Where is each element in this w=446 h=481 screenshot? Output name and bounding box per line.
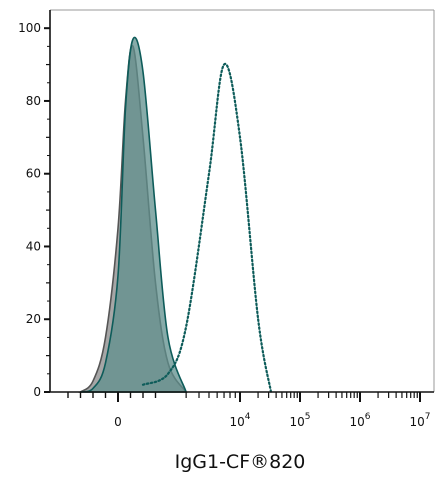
x-tick-label: 104 — [229, 412, 250, 429]
histogram-series-3 — [141, 62, 273, 394]
series-layer — [78, 36, 273, 394]
y-tick-label: 20 — [26, 312, 41, 326]
axis-layer: 0 20 40 60 80 100 0 104 105 106 107 — [18, 10, 434, 429]
y-tick-label: 40 — [26, 239, 41, 253]
plot-frame — [50, 9, 435, 392]
x-axis-label: IgG1-CF®820 — [175, 451, 306, 473]
x-tick-label: 0 — [114, 415, 122, 429]
y-tick-label: 80 — [26, 94, 41, 108]
x-tick-label: 105 — [289, 412, 310, 429]
histogram-series-2 — [80, 36, 188, 393]
x-tick-label: 106 — [349, 412, 370, 429]
y-tick-label: 100 — [18, 21, 41, 35]
y-tick-label: 60 — [26, 167, 41, 181]
y-tick-label: 0 — [33, 385, 41, 399]
x-tick-label: 107 — [409, 412, 430, 429]
